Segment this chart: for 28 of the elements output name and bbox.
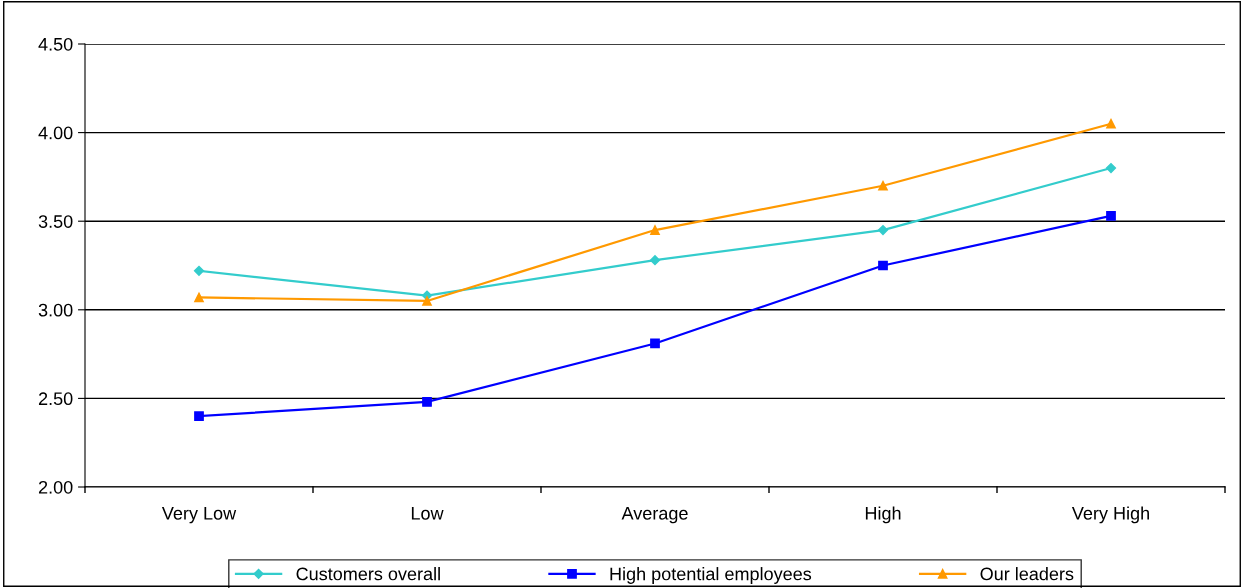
y-tick-label: 4.00	[38, 126, 73, 140]
point	[194, 411, 204, 421]
point	[193, 265, 205, 276]
x-tick-label: Very Low	[161, 507, 237, 524]
y-tick-label: 4.50	[38, 37, 73, 51]
legend-label: Customers overall	[296, 567, 440, 581]
legend-label: High potential employees	[610, 567, 812, 584]
y-tick-label: 2.00	[38, 480, 73, 494]
x-tick-label: Average	[621, 507, 688, 524]
point	[649, 255, 661, 266]
point	[1106, 211, 1116, 221]
point	[422, 296, 432, 306]
x-tick-label: High	[865, 506, 901, 524]
point	[877, 224, 889, 236]
legend-label: Our leaders	[980, 567, 1074, 581]
point	[422, 397, 432, 407]
point	[650, 338, 660, 349]
x-tick-label: Low	[411, 507, 444, 520]
x-tick-label: Very High	[1071, 506, 1149, 524]
point	[878, 180, 888, 191]
y-tick-label: 3.00	[38, 303, 73, 317]
point	[878, 260, 888, 271]
y-tick-label: 2.50	[38, 392, 73, 406]
point	[194, 292, 204, 303]
point	[650, 225, 660, 235]
point	[1106, 118, 1116, 129]
point	[1105, 162, 1117, 174]
y-tick-label: 3.50	[38, 215, 73, 228]
